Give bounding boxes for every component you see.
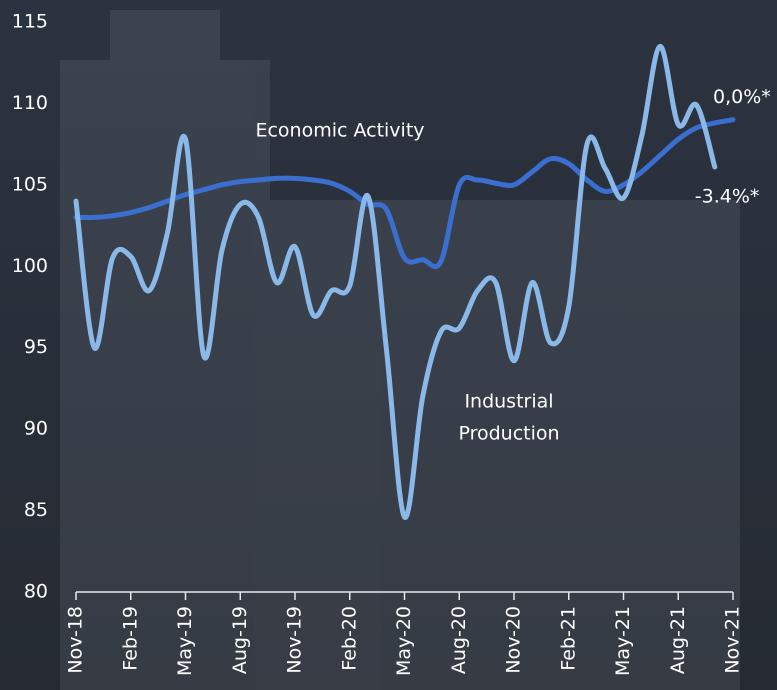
x-tick-label: May-21 <box>612 606 634 676</box>
y-tick-label: 100 <box>12 255 48 277</box>
end-label: 0,0%* <box>713 86 771 108</box>
series-annotation: Production <box>458 423 559 445</box>
series-annotation: Industrial <box>464 391 553 413</box>
y-tick-label: 95 <box>24 336 48 358</box>
x-tick-label: Feb-21 <box>557 606 579 671</box>
x-tick-label: May-20 <box>393 606 415 676</box>
x-tick-label: Feb-20 <box>338 606 360 671</box>
x-tick-label: Nov-21 <box>722 606 744 674</box>
chart: 80 85 90 95 100 105 110 115 Nov-18 Feb-19 May-19 Au… <box>0 0 777 690</box>
x-tick-label: Feb-19 <box>119 606 141 671</box>
y-tick-label: 85 <box>24 499 48 521</box>
x-tick-label: Aug-21 <box>667 606 689 674</box>
y-tick-label: 90 <box>24 418 48 440</box>
end-label: -3.4%* <box>695 185 760 207</box>
x-tick-label: May-19 <box>174 606 196 676</box>
x-tick-label: Aug-20 <box>448 606 470 674</box>
x-tick-label: Aug-19 <box>229 606 251 674</box>
y-tick-label: 105 <box>12 173 48 195</box>
x-tick-label: Nov-18 <box>65 606 87 674</box>
y-tick-label: 115 <box>12 11 48 33</box>
x-tick-label: Nov-19 <box>284 606 306 674</box>
y-tick-label: 110 <box>12 92 48 114</box>
series-annotation: Economic Activity <box>255 120 424 142</box>
y-tick-label: 80 <box>24 581 48 603</box>
x-tick-label: Nov-20 <box>503 606 525 674</box>
